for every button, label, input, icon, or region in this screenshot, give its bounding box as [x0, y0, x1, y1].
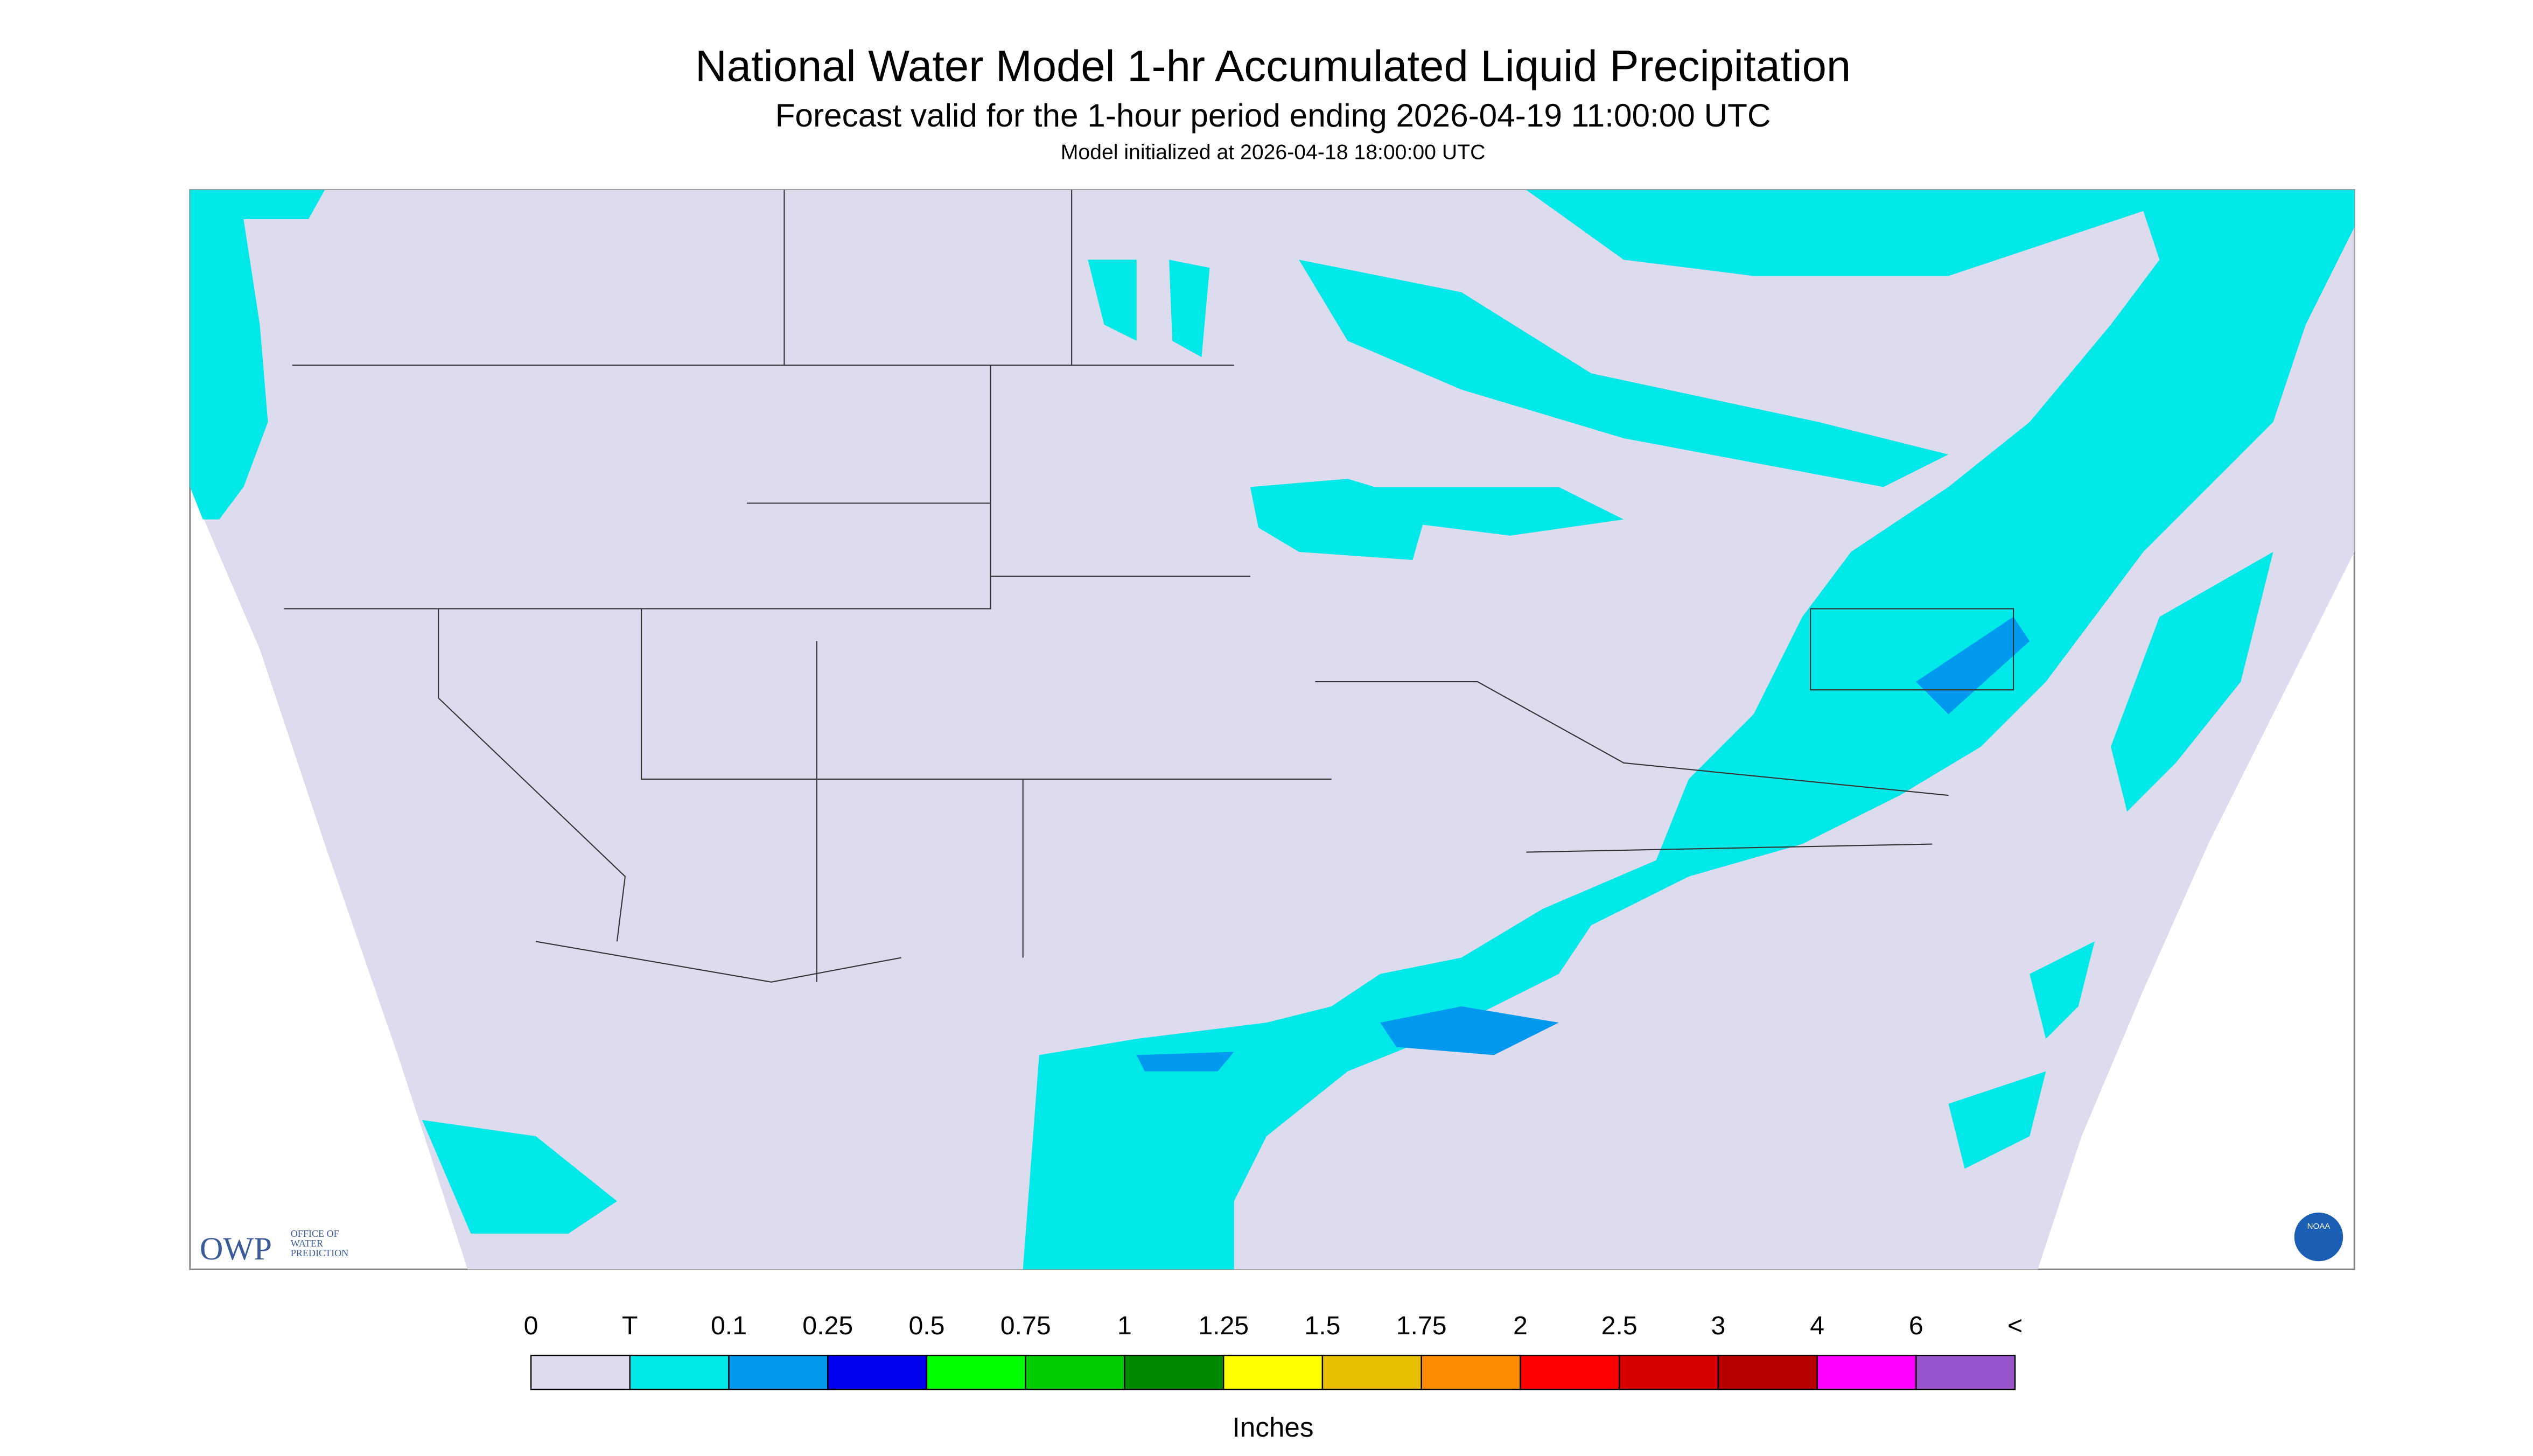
noaa-logo-text: NOAA [2307, 1222, 2331, 1231]
subtitle: Forecast valid for the 1-hour period end… [775, 97, 1771, 134]
colorbar-swatch [1717, 1354, 1818, 1390]
colorbar-label: 1.25 [1198, 1311, 1249, 1340]
colorbar-label: < [2007, 1311, 2023, 1340]
colorbar-label: T [622, 1311, 638, 1340]
title: National Water Model 1-hr Accumulated Li… [695, 42, 1851, 91]
colorbar-swatch [1816, 1354, 1917, 1390]
precip-areas [190, 190, 2355, 1270]
colorbar-label: 4 [1810, 1311, 1824, 1340]
boundaries [284, 190, 2014, 983]
logo-owp: OWP [200, 1231, 272, 1267]
colorbar-label: 3 [1711, 1311, 1725, 1340]
colorbar-label: 0.5 [908, 1311, 944, 1340]
colorbar-unit: Inches [1233, 1412, 1314, 1443]
logo-line: OFFICE OF [291, 1228, 339, 1239]
colorbar-swatch [1222, 1354, 1324, 1390]
colorbar: 0 T 0.1 0.25 0.5 0.75 1 1.25 1.5 1.75 2 2.5 3 4 6 < [524, 1311, 2023, 1390]
colorbar-swatch [728, 1354, 829, 1390]
colorbar-swatch [1520, 1354, 1620, 1390]
logo-line: PREDICTION [291, 1248, 348, 1258]
colorbar-swatch [1421, 1354, 1521, 1390]
colorbar-swatch [1124, 1354, 1224, 1390]
logo-line: WATER [291, 1238, 324, 1249]
colorbar-label: 1.75 [1396, 1311, 1447, 1340]
noaa-logo [2294, 1212, 2343, 1262]
colorbar-label: 1.5 [1304, 1311, 1340, 1340]
colorbar-swatch [1025, 1354, 1125, 1390]
colorbar-swatch [1915, 1354, 2016, 1390]
colorbar-swatch [827, 1354, 928, 1390]
colorbar-label: 2.5 [1601, 1311, 1638, 1340]
colorbar-label: 0.75 [1000, 1311, 1051, 1340]
colorbar-label: 0 [524, 1311, 538, 1340]
colorbar-swatch [629, 1354, 730, 1390]
colorbar-swatch [530, 1354, 631, 1390]
colorbar-swatch [926, 1354, 1026, 1390]
colorbar-label: 0.1 [711, 1311, 747, 1340]
colorbar-swatch [1321, 1354, 1422, 1390]
colorbar-label: 6 [1909, 1311, 1923, 1340]
colorbar-label: 2 [1513, 1311, 1528, 1340]
init-time: Model initialized at 2026-04-18 18:00:00… [1061, 141, 1486, 164]
colorbar-label: 0.25 [802, 1311, 853, 1340]
colorbar-swatch [1618, 1354, 1719, 1390]
colorbar-label: 1 [1117, 1311, 1132, 1340]
